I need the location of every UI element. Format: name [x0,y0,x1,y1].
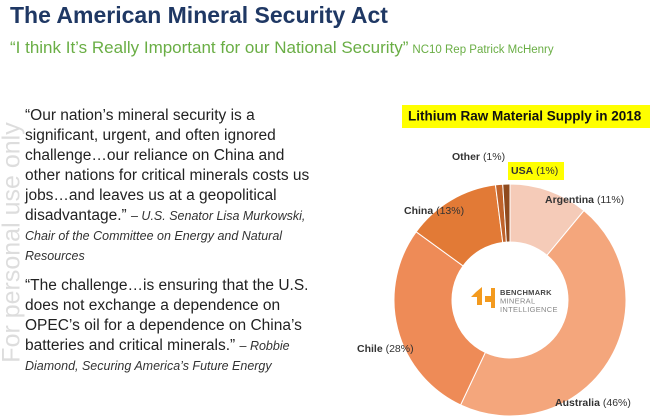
category-name: China [404,205,433,217]
value-label: (1%) [483,151,505,163]
slice-label: USA (1%) [511,165,558,177]
quote: “The challenge…is ensuring that the U.S.… [25,276,317,376]
subtitle: “I think It’s Really Important for our N… [10,38,554,58]
quote-text: “Our nation’s mineral security is a sign… [25,107,310,224]
category-name: Other [452,151,480,163]
pie-slice [393,231,486,406]
category-name: Australia [555,397,600,409]
title-highlight [402,105,650,128]
subtitle-quote: “I think It’s Really Important for our N… [10,38,409,57]
quote-attribution: – Robbie Diamond, Securing America’s Fut… [25,339,290,373]
label-highlight [508,162,564,180]
slice-label: Chile (28%) [357,343,414,355]
value-label: (1%) [536,165,558,177]
pie-slice [502,183,511,243]
quote-attribution: – U.S. Senator Lisa Murkowski, Chair of … [25,209,306,263]
quote-text: “The challenge…is ensuring that the U.S.… [25,277,309,354]
slice-label: Australia (46%) [555,397,631,409]
value-label: (11%) [597,194,624,206]
logo-icon [471,287,495,308]
category-name: Argentina [545,194,594,206]
quote: “Our nation’s mineral security is a sign… [25,106,317,266]
slice-label: Argentina (11%) [545,194,624,206]
value-label: (28%) [386,343,414,355]
logo-text: MINERAL [500,296,535,305]
slice-label: Other (1%) [452,151,505,163]
pie-slice [459,209,627,417]
title: The American Mineral Security Act [10,2,388,28]
logo-text: INTELLIGENCE [500,305,558,314]
logo-text: BENCHMARK [500,288,552,297]
chart-title: Lithium Raw Material Supply in 2018 [408,109,642,124]
subtitle-source: NC10 Rep Patrick McHenry [412,44,554,56]
value-label: (46%) [603,397,631,409]
slice-label: China (13%) [404,205,464,217]
value-label: (13%) [436,205,464,217]
category-name: Chile [357,343,383,355]
category-name: USA [511,165,534,177]
